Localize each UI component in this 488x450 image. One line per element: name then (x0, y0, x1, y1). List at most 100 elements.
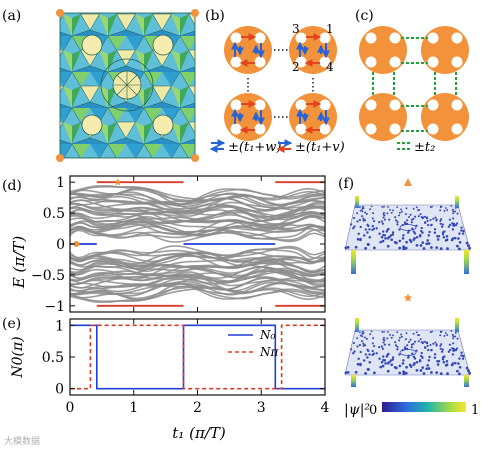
site-hole (427, 32, 439, 44)
lattice-site (425, 242, 429, 246)
lattice-site (421, 231, 424, 234)
lattice-site (386, 212, 389, 215)
lattice-site (461, 357, 465, 360)
lattice-site (461, 232, 465, 235)
legend-label-n0: N₀ (259, 328, 276, 342)
lattice-site (439, 347, 442, 350)
lattice-site (393, 240, 397, 244)
tick-label-d-y: 0 (56, 237, 65, 253)
lattice-site (375, 227, 378, 230)
lattice-site (380, 361, 384, 364)
site-hole (451, 32, 463, 44)
legend-b: ±(t₁+w) ±(t₁+v) (209, 139, 345, 155)
lattice-site (439, 219, 442, 222)
lattice-site (434, 341, 437, 344)
tick-label-e-x: 2 (193, 400, 202, 416)
lattice-site (428, 230, 431, 234)
lattice-site (453, 349, 456, 352)
center-ring (399, 224, 417, 231)
lattice-site (415, 331, 418, 334)
disk-b-2 (224, 93, 272, 141)
tick-label-e-y: 0.5 (42, 350, 64, 366)
lattice-site (392, 209, 394, 212)
lattice-site (425, 216, 428, 220)
site-hole (254, 56, 266, 68)
lattice-site (429, 343, 432, 347)
lattice-site (361, 332, 364, 335)
lattice-site (443, 230, 446, 233)
lattice-site (353, 350, 356, 353)
lattice-site (371, 342, 374, 345)
lattice-site (418, 359, 422, 363)
lattice-site (361, 210, 364, 213)
lattice-site (451, 237, 455, 240)
lattice-site (451, 333, 454, 336)
lattice-site (360, 340, 364, 343)
lattice-site (435, 219, 438, 222)
lattice-site (359, 209, 362, 212)
lattice-site (406, 344, 409, 347)
star-marker-icon (403, 293, 413, 302)
lattice-site (420, 351, 423, 355)
lattice-site (394, 344, 398, 347)
lattice-site (427, 242, 431, 245)
colorbar-label: |ψ|² (344, 402, 370, 418)
lattice-site (372, 352, 376, 355)
lattice-site (458, 372, 461, 376)
lattice-site (444, 332, 447, 334)
lattice-site (454, 348, 458, 352)
lattice-site (440, 225, 444, 228)
lattice-site (415, 369, 419, 372)
lattice-site (430, 246, 433, 249)
lattice-site (398, 353, 401, 356)
lattice-site (437, 360, 441, 363)
lattice-site (381, 239, 385, 243)
lattice-site (435, 371, 439, 374)
lattice-site (381, 347, 385, 350)
lattice-site (361, 205, 364, 208)
lattice-site (409, 213, 412, 216)
tick-label-e-y: 0 (55, 382, 64, 398)
lattice-site (384, 237, 387, 240)
lattice-site (405, 332, 408, 335)
lattice-site (460, 229, 463, 232)
lattice-site (445, 238, 449, 241)
lattice-site (439, 209, 442, 212)
unit-cell-disks-b (224, 26, 337, 141)
bulk-band-line (69, 224, 326, 236)
lattice-site (400, 333, 403, 336)
lattice-site (359, 334, 362, 337)
lattice-site (421, 241, 425, 244)
bulk-band-line (69, 196, 326, 211)
tick-label-e-x: 3 (257, 400, 266, 416)
lattice-site (378, 232, 381, 235)
lattice-site (454, 236, 457, 240)
lattice-site (427, 234, 431, 237)
lattice-site (433, 228, 437, 231)
lattice-site (389, 359, 393, 362)
site-hole (365, 32, 377, 44)
lattice-site (369, 208, 372, 211)
lattice-site (446, 372, 449, 376)
bulk-band-line (69, 271, 326, 289)
lattice-site (353, 225, 356, 228)
legend-label-npi: Nπ (259, 345, 280, 359)
lattice-site (396, 223, 399, 226)
lattice-site (445, 235, 449, 238)
lattice-site (361, 330, 364, 333)
wavefunction-zero-mode (344, 178, 471, 274)
site-hole (365, 99, 377, 111)
lattice-site (452, 222, 456, 226)
lattice-site (368, 361, 372, 364)
lattice-site (382, 230, 385, 233)
lattice-site (458, 232, 461, 235)
bulk-band-line (69, 208, 326, 223)
lattice-site (398, 246, 402, 250)
circle-marker (73, 241, 80, 247)
lattice-site (366, 223, 369, 226)
lattice-site (382, 233, 385, 237)
lattice-site (439, 372, 443, 375)
lattice-site (412, 332, 415, 335)
lattice-site (434, 216, 437, 219)
